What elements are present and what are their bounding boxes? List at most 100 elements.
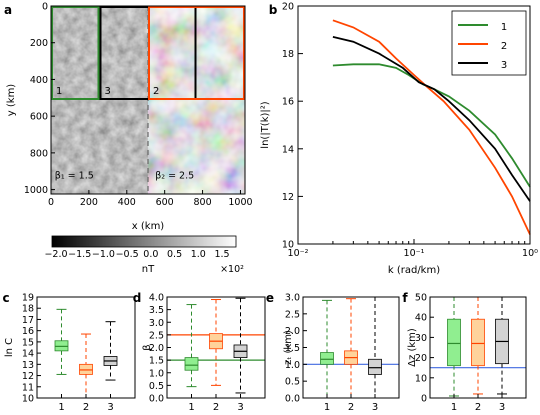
panel-label-d: d [133,291,142,305]
x-axis-label: k (rad/km) [388,265,440,276]
panel-label-c: c [2,291,9,305]
legend-label-1: 1 [501,22,507,33]
box-1 [184,357,199,371]
y-tick-label: 4.0 [149,293,164,304]
box-2 [471,318,485,367]
y-axis-label: ln C [4,338,15,357]
x-tick-label: 3 [372,402,378,413]
y-tick-label: 16 [282,97,294,108]
y-tick-label: 12 [22,371,34,382]
legend-label-2: 2 [501,41,507,52]
y-tick-label: 10 [415,373,427,384]
x-tick-label: 200 [80,197,98,208]
y-axis-label: Δz (km) [407,328,418,367]
y-axis-label: y (km) [6,84,17,117]
y-tick-label: 18 [22,304,34,315]
colorbar-tick-label: −0.5 [116,249,139,260]
y-tick-label: 2.0 [149,343,164,354]
colorbar [51,235,237,248]
y-tick-label: 3.5 [149,305,164,316]
y-tick-label: 1.0 [149,368,164,379]
panel-label-f: f [402,291,408,305]
y-axis-label: β [142,344,153,350]
annotation-beta2: β₂ = 2.5 [155,171,194,182]
x-tick-label: 10⁰ [522,248,538,259]
region-label-2: 2 [153,86,159,97]
x-tick-label: 2 [83,402,89,413]
spectrum-line-3 [332,36,531,202]
x-tick-label: 400 [118,197,136,208]
y-axis-label: ln(|T(k)|²) [260,101,271,148]
x-tick-label: 1 [451,402,457,413]
x-tick-label: 2 [348,402,354,413]
x-axis-label: x (km) [132,221,165,232]
y-tick-label: 200 [30,38,48,49]
region-box-2 [148,6,245,100]
y-tick-label: 0.5 [149,381,164,392]
region-label-3: 3 [105,86,111,97]
legend-label-3: 3 [501,60,507,71]
axes-frame [302,296,400,399]
y-tick-label: 1.5 [285,343,300,354]
y-tick-label: 17 [22,315,34,326]
x-tick-label: 2 [475,402,481,413]
colorbar-tick-label: 0.0 [143,249,158,260]
annotation-beta1: β₁ = 1.5 [55,171,94,182]
x-tick-label: 2 [213,402,219,413]
y-tick-label: 0.0 [149,394,164,405]
colorbar-tick-label: −2.0 [44,249,67,260]
y-tick-label: 0.0 [285,394,300,405]
axes-frame [50,5,246,195]
y-axis-label: zₜ (km) [283,330,294,365]
y-tick-label: 3.0 [285,293,300,304]
y-tick-label: 12 [282,192,294,203]
y-tick-label: 30 [415,333,427,344]
region-label-1: 1 [56,86,62,97]
x-tick-label: 1 [324,402,330,413]
y-tick-label: 14 [22,349,34,360]
y-tick-label: 40 [415,313,427,324]
x-tick-label: 3 [107,402,113,413]
y-tick-label: 20 [282,2,294,13]
y-tick-label: 1000 [24,185,48,196]
panel-label-e: e [266,291,274,305]
x-tick-label: 1000 [228,197,252,208]
colorbar-tick-label: 0.5 [167,249,182,260]
box-1 [320,352,334,365]
y-tick-label: 0 [421,394,427,405]
y-tick-label: 13 [22,360,34,371]
y-tick-label: 18 [282,49,294,60]
y-tick-label: 1.5 [149,356,164,367]
y-tick-label: 16 [22,326,34,337]
y-tick-label: 11 [22,382,34,393]
x-tick-label: 800 [193,197,211,208]
y-tick-label: 2.5 [149,330,164,341]
x-tick-label: 600 [156,197,174,208]
y-tick-label: 14 [282,144,294,155]
colorbar-label: nT [142,264,155,275]
y-tick-label: 0.5 [285,377,300,388]
y-tick-label: 20 [415,353,427,364]
x-tick-label: 10⁻² [288,248,309,259]
colorbar-multiplier: ×10² [220,264,244,275]
y-tick-label: 600 [30,112,48,123]
y-tick-label: 3.0 [149,318,164,329]
x-tick-label: 3 [499,402,505,413]
y-tick-label: 15 [22,337,34,348]
y-tick-label: 1.0 [285,360,300,371]
box-1 [447,318,461,367]
panel-label-b: b [269,3,278,17]
region-box-1 [51,6,100,100]
x-tick-label: 3 [237,402,243,413]
x-tick-label: 10⁻¹ [404,248,425,259]
y-tick-label: 800 [30,148,48,159]
y-tick-label: 2.5 [285,309,300,320]
colorbar-tick-label: 1.0 [191,249,206,260]
colorbar-tick-label: −1.5 [68,249,91,260]
panel-label-a: a [4,3,12,17]
y-tick-label: 2.0 [285,326,300,337]
y-tick-label: 10 [22,394,34,405]
colorbar-tick-label: −1.0 [92,249,115,260]
y-tick-label: 19 [22,293,34,304]
